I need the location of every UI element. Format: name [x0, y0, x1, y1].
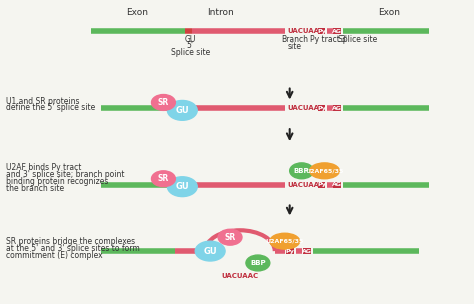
- Text: AG: AG: [332, 182, 342, 187]
- Text: 3': 3': [341, 35, 348, 44]
- Text: Py: Py: [285, 249, 294, 254]
- Text: Py: Py: [317, 29, 326, 34]
- Text: GU: GU: [175, 182, 189, 191]
- Ellipse shape: [167, 101, 197, 120]
- Text: site: site: [288, 42, 301, 51]
- Text: UACUAAC: UACUAAC: [221, 273, 258, 279]
- Text: Exon: Exon: [378, 8, 400, 17]
- FancyBboxPatch shape: [286, 248, 294, 254]
- FancyBboxPatch shape: [333, 105, 341, 111]
- Text: GU: GU: [184, 35, 196, 44]
- Text: AG: AG: [301, 249, 311, 254]
- FancyBboxPatch shape: [333, 182, 341, 188]
- Text: commitment (E) complex: commitment (E) complex: [6, 251, 103, 260]
- Text: U1 and SR proteins: U1 and SR proteins: [6, 96, 80, 105]
- FancyBboxPatch shape: [318, 182, 326, 188]
- Text: Py tract: Py tract: [310, 35, 339, 44]
- Ellipse shape: [152, 95, 175, 110]
- Text: U2AF65/35: U2AF65/35: [265, 239, 304, 244]
- Text: SR proteins bridge the complexes: SR proteins bridge the complexes: [6, 237, 136, 246]
- Text: SR: SR: [224, 233, 236, 242]
- Text: GU: GU: [175, 106, 189, 115]
- Ellipse shape: [290, 163, 313, 179]
- Ellipse shape: [246, 255, 270, 271]
- FancyBboxPatch shape: [318, 28, 326, 34]
- Text: AG: AG: [332, 106, 342, 111]
- Text: Splice site: Splice site: [337, 35, 377, 44]
- Text: UACUAAC: UACUAAC: [288, 105, 325, 111]
- Ellipse shape: [218, 229, 242, 245]
- Text: SR: SR: [158, 174, 169, 183]
- Ellipse shape: [195, 241, 225, 261]
- Text: Exon: Exon: [127, 8, 148, 17]
- Text: AG: AG: [332, 29, 342, 34]
- Text: UACUAAC: UACUAAC: [288, 182, 325, 188]
- Text: the branch site: the branch site: [6, 184, 64, 193]
- Text: define the 5' splice site: define the 5' splice site: [6, 103, 96, 112]
- Ellipse shape: [270, 233, 300, 249]
- Text: SR: SR: [158, 98, 169, 107]
- Text: 5': 5': [187, 41, 194, 50]
- Ellipse shape: [167, 177, 197, 197]
- Text: and 3' splice site; branch point: and 3' splice site; branch point: [6, 170, 125, 179]
- Text: Branch: Branch: [281, 35, 308, 44]
- Text: GU: GU: [203, 247, 217, 256]
- Text: U2AF binds Py tract: U2AF binds Py tract: [6, 163, 82, 172]
- Text: Py: Py: [317, 182, 326, 187]
- Text: BBP: BBP: [294, 168, 310, 174]
- Text: BBP: BBP: [250, 260, 266, 266]
- Text: U2AF65/35: U2AF65/35: [305, 168, 344, 173]
- Ellipse shape: [310, 163, 339, 179]
- Text: Splice site: Splice site: [171, 48, 210, 57]
- Text: Py: Py: [317, 106, 326, 111]
- Text: at the 5' and 3' splice sites to form: at the 5' and 3' splice sites to form: [6, 244, 140, 253]
- FancyBboxPatch shape: [333, 28, 341, 34]
- FancyBboxPatch shape: [318, 105, 326, 111]
- Ellipse shape: [152, 171, 175, 187]
- FancyBboxPatch shape: [302, 248, 310, 254]
- Text: UACUAAC: UACUAAC: [288, 28, 325, 34]
- Text: Intron: Intron: [207, 8, 234, 17]
- Text: binding protein recognizes: binding protein recognizes: [6, 177, 109, 186]
